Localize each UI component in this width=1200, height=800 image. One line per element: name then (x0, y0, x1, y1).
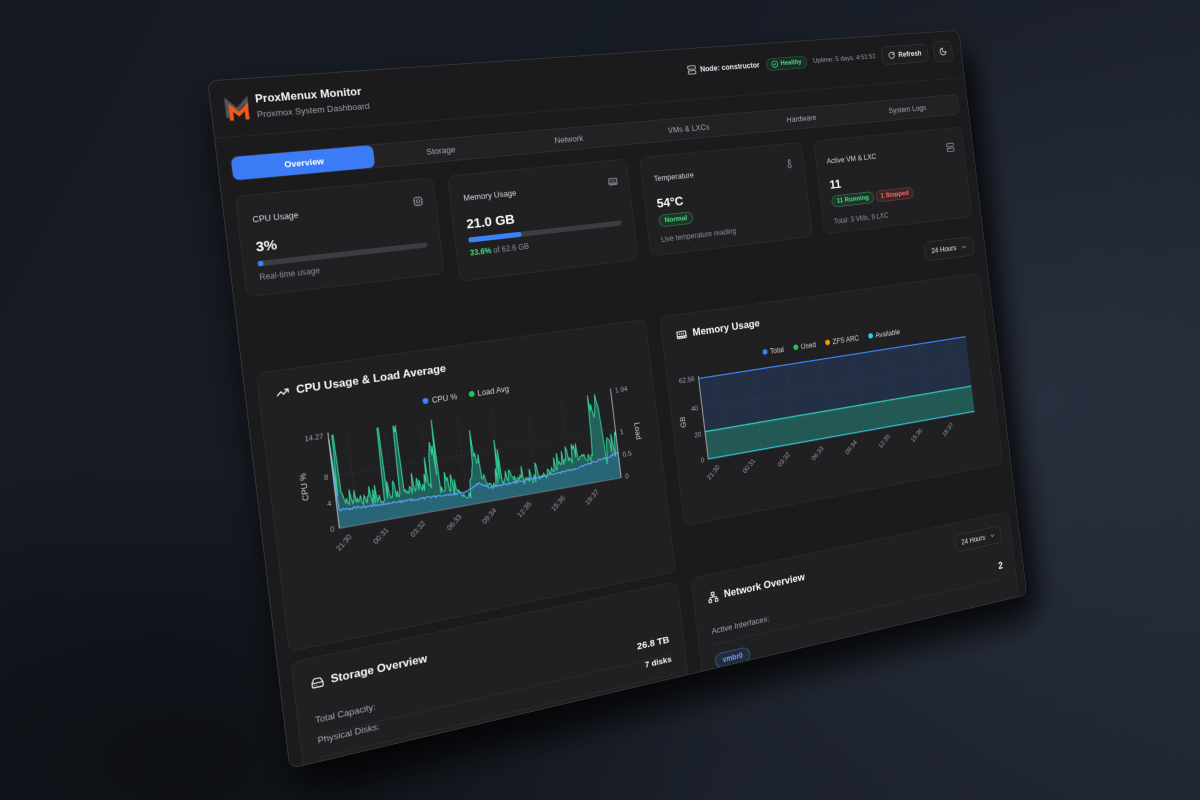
svg-text:0: 0 (330, 525, 336, 534)
svg-text:18:37: 18:37 (941, 421, 955, 438)
svg-text:06:33: 06:33 (445, 512, 463, 532)
svg-text:1.94: 1.94 (614, 385, 628, 395)
svg-text:1: 1 (619, 428, 624, 436)
svg-text:09:34: 09:34 (844, 438, 859, 456)
svg-text:40: 40 (691, 405, 699, 414)
svg-text:GB: GB (678, 416, 687, 428)
svg-text:18:37: 18:37 (584, 488, 601, 507)
svg-text:12:35: 12:35 (877, 432, 892, 449)
svg-text:00:31: 00:31 (741, 457, 757, 475)
svg-text:Load: Load (633, 422, 643, 441)
svg-text:21:30: 21:30 (706, 463, 722, 481)
svg-text:4: 4 (327, 499, 333, 508)
svg-text:8: 8 (324, 473, 330, 482)
svg-text:21:30: 21:30 (334, 532, 353, 552)
svg-text:15:36: 15:36 (910, 427, 924, 444)
svg-text:03:32: 03:32 (409, 519, 427, 538)
svg-text:0: 0 (625, 472, 630, 481)
svg-text:15:36: 15:36 (550, 494, 567, 513)
svg-text:62.56: 62.56 (679, 375, 696, 385)
svg-text:CPU %: CPU % (298, 472, 311, 501)
svg-text:09:34: 09:34 (480, 506, 498, 526)
svg-text:0.5: 0.5 (622, 449, 632, 458)
svg-text:06:33: 06:33 (810, 444, 825, 462)
svg-text:0: 0 (700, 456, 705, 464)
svg-text:03:32: 03:32 (776, 451, 791, 469)
svg-text:12:35: 12:35 (516, 500, 534, 519)
svg-text:20: 20 (694, 430, 702, 439)
svg-text:14.27: 14.27 (304, 432, 324, 443)
svg-text:00:31: 00:31 (372, 526, 391, 546)
